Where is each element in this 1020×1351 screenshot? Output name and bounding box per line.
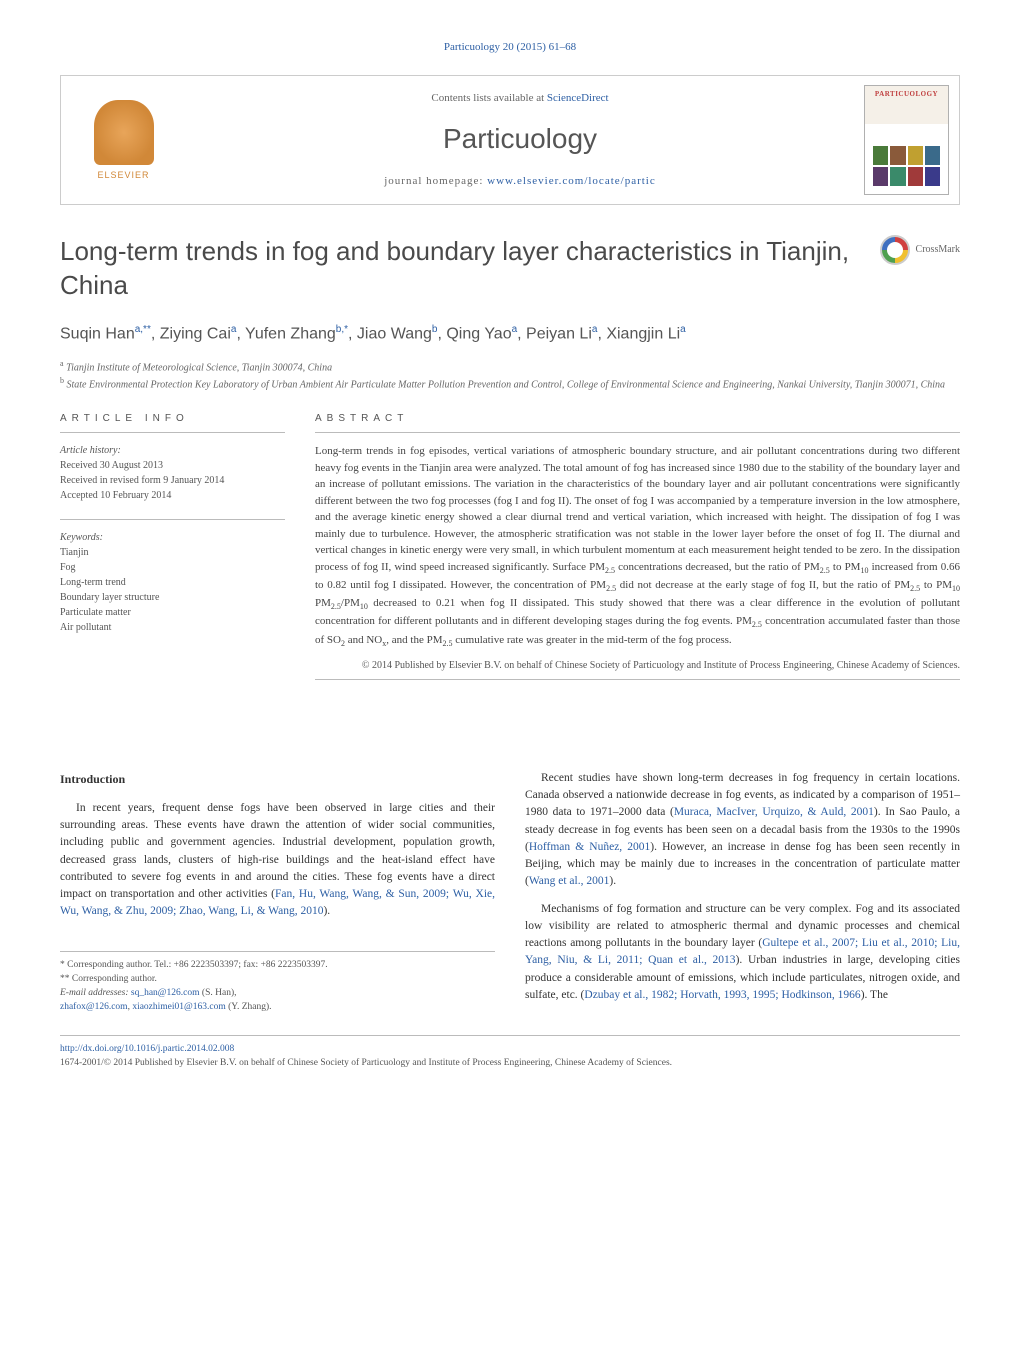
divider — [60, 519, 285, 520]
authors-line: Suqin Hana,**, Ziying Caia, Yufen Zhangb… — [60, 323, 960, 346]
publisher-logo-cell: ELSEVIER — [61, 76, 186, 204]
body-paragraph: In recent years, frequent dense fogs hav… — [60, 800, 495, 921]
affiliation-line: a Tianjin Institute of Meteorological Sc… — [60, 358, 960, 375]
affiliations: a Tianjin Institute of Meteorological Sc… — [60, 358, 960, 393]
cover-title: PARTICUOLOGY — [869, 90, 944, 100]
article-history-title: Article history: — [60, 443, 285, 458]
keywords-title: Keywords: — [60, 530, 285, 545]
body-columns: Introduction In recent years, frequent d… — [60, 770, 960, 1015]
divider — [60, 432, 285, 433]
crossmark-badge[interactable]: CrossMark — [880, 235, 960, 265]
doi-link[interactable]: http://dx.doi.org/10.1016/j.partic.2014.… — [60, 1044, 234, 1054]
abstract-copyright: © 2014 Published by Elsevier B.V. on beh… — [315, 658, 960, 673]
abstract-column: ABSTRACT Long-term trends in fog episode… — [315, 412, 960, 689]
issn-copyright-line: 1674-2001/© 2014 Published by Elsevier B… — [60, 1056, 960, 1070]
keyword-line: Tianjin — [60, 545, 285, 560]
history-line: Received 30 August 2013 — [60, 458, 285, 473]
affiliation-line: b State Environmental Protection Key Lab… — [60, 375, 960, 392]
footnote-emails: E-mail addresses: sq_han@126.com (S. Han… — [60, 986, 495, 1000]
header-center: Contents lists available at ScienceDirec… — [186, 76, 854, 204]
corresponding-author-footnotes: * Corresponding author. Tel.: +86 222350… — [60, 951, 495, 1015]
article-history-block: Article history: Received 30 August 2013… — [60, 443, 285, 503]
contents-prefix: Contents lists available at — [431, 92, 546, 104]
email-link-2b[interactable]: xiaozhimei01@163.com — [132, 1002, 225, 1012]
history-line: Received in revised form 9 January 2014 — [60, 473, 285, 488]
email-who-1: (S. Han), — [200, 988, 237, 998]
article-info-column: ARTICLE INFO Article history: Received 3… — [60, 412, 285, 689]
journal-name: Particuology — [443, 119, 597, 158]
article-title: Long-term trends in fog and boundary lay… — [60, 235, 860, 303]
crossmark-icon — [880, 235, 910, 265]
email-link-2a[interactable]: zhafox@126.com — [60, 1002, 128, 1012]
elsevier-tree-icon — [94, 100, 154, 165]
journal-header: ELSEVIER Contents lists available at Sci… — [60, 75, 960, 205]
keyword-line: Air pollutant — [60, 620, 285, 635]
footnote-corr1: * Corresponding author. Tel.: +86 222350… — [60, 958, 495, 972]
keyword-line: Long-term trend — [60, 575, 285, 590]
info-abstract-row: ARTICLE INFO Article history: Received 3… — [60, 412, 960, 689]
abstract-text: Long-term trends in fog episodes, vertic… — [315, 443, 960, 649]
page-footer: http://dx.doi.org/10.1016/j.partic.2014.… — [60, 1035, 960, 1071]
divider — [315, 679, 960, 680]
cover-grid-icon — [873, 146, 940, 186]
crossmark-label: CrossMark — [916, 243, 960, 257]
elsevier-logo-text: ELSEVIER — [97, 169, 149, 182]
journal-cover-thumbnail: PARTICUOLOGY — [864, 85, 949, 195]
email-label: E-mail addresses: — [60, 988, 131, 998]
article-info-label: ARTICLE INFO — [60, 412, 285, 426]
keyword-line: Boundary layer structure — [60, 590, 285, 605]
cover-thumb-cell: PARTICUOLOGY — [854, 76, 959, 204]
contents-available-line: Contents lists available at ScienceDirec… — [431, 91, 608, 106]
body-left-column: Introduction In recent years, frequent d… — [60, 770, 495, 1015]
journal-homepage-link[interactable]: www.elsevier.com/locate/partic — [487, 175, 656, 187]
email-who-2: (Y. Zhang). — [226, 1002, 272, 1012]
journal-homepage-line: journal homepage: www.elsevier.com/locat… — [384, 174, 656, 189]
keyword-line: Fog — [60, 560, 285, 575]
footnote-emails-2: zhafox@126.com, xiaozhimei01@163.com (Y.… — [60, 1000, 495, 1014]
history-line: Accepted 10 February 2014 — [60, 488, 285, 503]
keyword-line: Particulate matter — [60, 605, 285, 620]
body-paragraph: Recent studies have shown long-term decr… — [525, 770, 960, 891]
title-row: Long-term trends in fog and boundary lay… — [60, 235, 960, 303]
keywords-block: Keywords: TianjinFogLong-term trendBound… — [60, 530, 285, 635]
divider — [315, 432, 960, 433]
journal-reference: Particuology 20 (2015) 61–68 — [60, 40, 960, 55]
email-link-1[interactable]: sq_han@126.com — [131, 988, 200, 998]
sciencedirect-link[interactable]: ScienceDirect — [547, 92, 609, 104]
homepage-prefix: journal homepage: — [384, 175, 487, 187]
elsevier-logo: ELSEVIER — [79, 90, 169, 190]
body-paragraph: Mechanisms of fog formation and structur… — [525, 901, 960, 1005]
introduction-heading: Introduction — [60, 770, 495, 788]
body-right-column: Recent studies have shown long-term decr… — [525, 770, 960, 1015]
footnote-corr2: ** Corresponding author. — [60, 972, 495, 986]
abstract-label: ABSTRACT — [315, 412, 960, 426]
